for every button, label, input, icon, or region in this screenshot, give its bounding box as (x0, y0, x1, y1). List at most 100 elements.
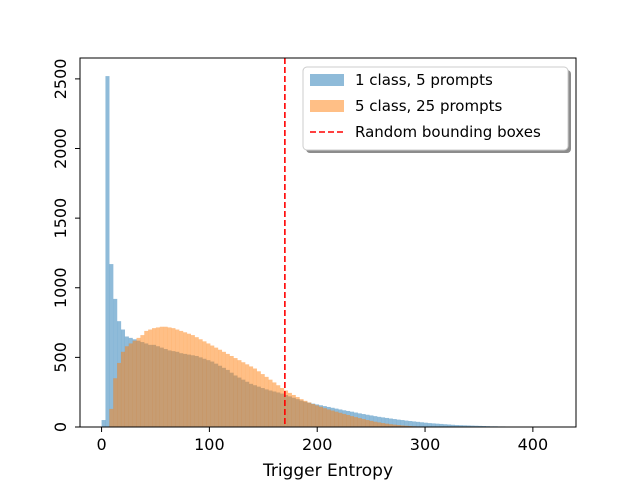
bar-series-0 (427, 423, 432, 427)
bar-series-1 (346, 415, 351, 427)
bar-series-0 (373, 416, 378, 427)
bar-series-1 (291, 394, 296, 427)
bar-series-1 (342, 413, 347, 427)
y-tick-label: 1500 (51, 198, 70, 239)
y-tick-label: 1000 (51, 267, 70, 308)
bar-series-1 (361, 419, 366, 427)
bar-series-0 (412, 421, 417, 427)
bar-series-1 (396, 425, 401, 427)
bar-series-1 (384, 423, 389, 427)
bar-series-1 (400, 425, 405, 427)
bar-series-0 (384, 417, 389, 427)
bar-series-0 (105, 76, 110, 427)
bar-series-1 (264, 376, 269, 427)
y-tick-label: 0 (51, 422, 70, 432)
bar-series-1 (338, 412, 343, 427)
y-tick-label: 2000 (51, 128, 70, 169)
bar-series-0 (408, 421, 413, 427)
x-tick-label: 0 (96, 435, 106, 454)
bar-series-0 (439, 423, 444, 427)
bar-series-0 (458, 425, 463, 427)
bar-series-1 (117, 362, 122, 427)
bar-series-0 (396, 419, 401, 427)
bar-series-1 (311, 404, 316, 427)
bar-series-1 (303, 400, 308, 427)
bar-series-1 (190, 335, 195, 427)
bar-series-1 (365, 420, 370, 427)
bar-series-1 (249, 366, 254, 427)
bar-series-1 (155, 327, 160, 427)
bar-series-1 (136, 337, 141, 427)
bar-series-0 (443, 424, 448, 427)
bar-series-1 (369, 420, 374, 427)
bar-series-1 (120, 351, 125, 427)
bar-series-1 (318, 406, 323, 427)
bar-series-1 (210, 345, 215, 427)
bar-series-1 (159, 326, 164, 427)
bar-series-1 (272, 382, 277, 427)
bar-series-1 (202, 341, 207, 427)
bar-series-1 (252, 368, 257, 427)
bar-series-1 (373, 421, 378, 427)
bar-series-1 (381, 423, 386, 427)
bars-layer (101, 76, 537, 427)
bar-series-1 (353, 417, 358, 427)
legend-box (302, 66, 569, 151)
y-tick-label: 2500 (51, 59, 70, 100)
bar-series-1 (237, 360, 242, 427)
x-tick-label: 100 (194, 435, 225, 454)
bar-series-1 (163, 326, 168, 427)
bar-series-1 (241, 362, 246, 427)
bar-series-0 (466, 425, 471, 427)
bar-series-1 (256, 371, 261, 427)
bar-series-0 (478, 425, 483, 427)
bar-series-0 (423, 422, 428, 427)
x-tick-label: 200 (302, 435, 333, 454)
bar-series-0 (101, 420, 106, 427)
plot-area-frame (79, 57, 577, 428)
bar-series-1 (388, 424, 393, 427)
legend-label: Random bounding boxes (355, 123, 541, 141)
bar-series-1 (132, 340, 137, 427)
bar-series-1 (229, 355, 234, 427)
bar-series-1 (206, 343, 211, 427)
bar-series-1 (171, 328, 176, 427)
bar-series-0 (415, 421, 421, 427)
bar-series-1 (280, 388, 285, 427)
legend: 1 class, 5 prompts 5 class, 25 prompts Ran… (302, 66, 571, 153)
bar-series-1 (268, 379, 273, 427)
bar-series-0 (404, 420, 409, 427)
bar-series-1 (299, 399, 304, 427)
x-axis-ticks: 0 100 200 300 400 (96, 427, 548, 454)
bar-series-1 (167, 327, 172, 427)
bar-series-1 (152, 328, 157, 427)
bar-series-0 (419, 422, 424, 427)
bar-series-1 (326, 409, 331, 427)
bar-series-1 (245, 364, 250, 427)
bar-series-0 (470, 425, 475, 427)
bar-series-1 (144, 330, 149, 427)
bar-series-1 (330, 410, 335, 427)
bar-series-0 (447, 424, 452, 427)
bar-series-1 (334, 411, 339, 427)
bar-series-1 (284, 390, 289, 427)
x-tick-label: 400 (518, 435, 549, 454)
bar-series-1 (392, 424, 397, 427)
bar-series-1 (404, 425, 409, 427)
bar-series-1 (109, 408, 114, 427)
bar-series-1 (233, 358, 238, 427)
bar-series-1 (183, 332, 188, 427)
bar-series-0 (400, 420, 405, 427)
bar-series-1 (307, 402, 312, 427)
bar-series-1 (350, 416, 355, 427)
bar-series-1 (315, 405, 320, 427)
bar-series-0 (462, 425, 467, 427)
bar-series-0 (431, 423, 436, 427)
bar-series-1 (140, 335, 145, 427)
bar-series-0 (388, 418, 393, 427)
bar-series-1 (128, 343, 133, 427)
bar-series-0 (377, 416, 382, 427)
bar-series-1 (113, 378, 118, 427)
legend-label: 1 class, 5 prompts (355, 71, 493, 89)
bar-series-1 (218, 349, 223, 427)
